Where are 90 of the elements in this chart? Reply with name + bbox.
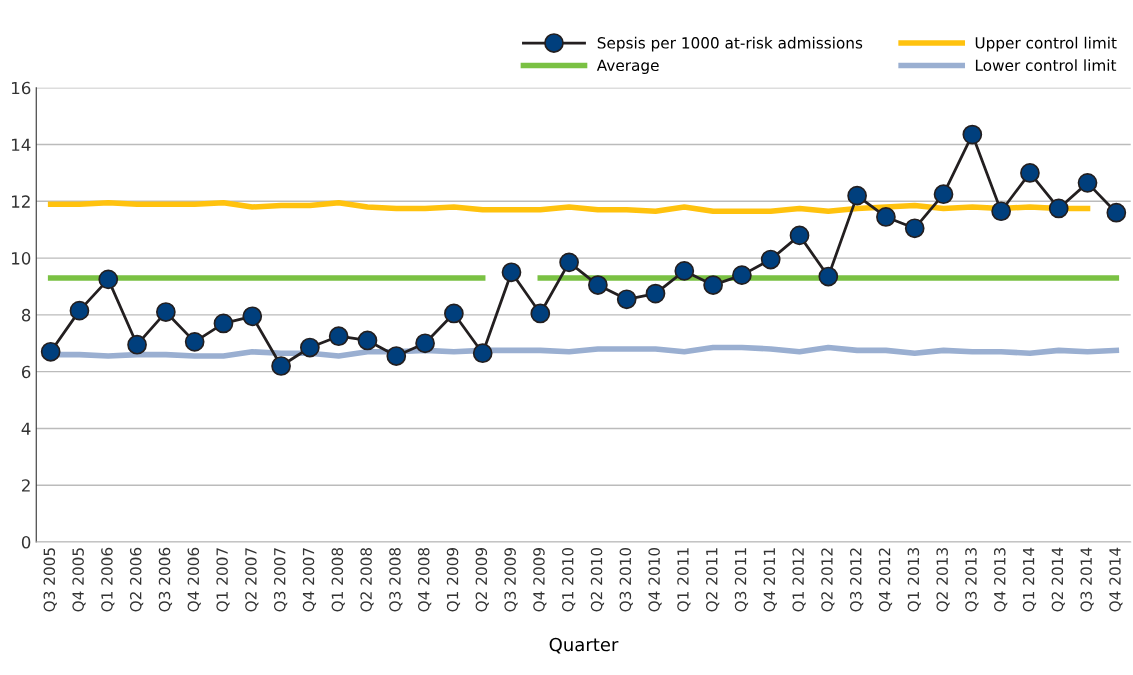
y-tick-label: 14 — [12, 138, 31, 151]
x-tick-label: Q3 2013 — [965, 548, 979, 612]
x-tick-label: Q2 2014 — [1051, 547, 1065, 612]
x-tick-label: Q4 2011 — [763, 548, 777, 612]
legend-label: Sepsis per 1000 at-risk admissions — [597, 36, 863, 52]
point — [847, 185, 867, 206]
point — [472, 343, 493, 364]
x-axis-title: Quarter — [549, 637, 619, 654]
point — [674, 261, 695, 281]
x-tick-label: Q4 2006 — [187, 547, 201, 612]
point — [760, 249, 781, 270]
x-tick-label: Q4 2008 — [417, 547, 432, 612]
x-tick-label: Q4 2014 — [1109, 547, 1123, 612]
point — [98, 269, 119, 290]
point — [357, 330, 378, 351]
point — [818, 266, 839, 287]
point — [271, 356, 291, 376]
x-tick-label: Q3 2014 — [1080, 547, 1094, 612]
point — [386, 346, 407, 366]
y-tick-label: 0 — [21, 535, 31, 549]
x-tick-label: Q1 2011 — [677, 548, 691, 612]
legend-label: Upper control limit — [975, 36, 1117, 52]
x-tick-label: Q4 2009 — [533, 547, 547, 612]
x-tick-label: Q1 2012 — [792, 548, 806, 612]
y-tick-label: 10 — [12, 252, 31, 265]
point — [904, 218, 925, 239]
point — [40, 341, 61, 362]
x-tick-label: Q3 2007 — [273, 548, 288, 612]
point — [444, 303, 464, 324]
point — [559, 252, 579, 273]
y-tick-label: 8 — [21, 308, 31, 322]
x-tick-label: Q2 2010 — [590, 547, 605, 612]
x-tick-label: Q4 2012 — [878, 548, 893, 612]
x-tick-label: Q3 2006 — [158, 547, 173, 612]
y-tick-label: 16 — [12, 81, 31, 95]
x-tick-label: Q3 2011 — [734, 548, 749, 612]
point — [242, 306, 263, 327]
point — [127, 334, 147, 355]
x-tick-label: Q1 2007 — [216, 548, 230, 612]
y-tick-label: 2 — [22, 479, 30, 492]
point — [962, 124, 983, 145]
x-tick-label: Q3 2008 — [389, 547, 403, 612]
point — [876, 207, 896, 227]
x-tick-label: Q1 2013 — [907, 548, 921, 612]
point — [933, 184, 954, 205]
x-tick-label: Q1 2006 — [101, 547, 115, 612]
point — [300, 337, 320, 358]
legend-label: Lower control limit — [975, 59, 1117, 72]
x-tick-label: Q2 2011 — [705, 548, 720, 612]
point — [732, 265, 752, 286]
x-tick-label: Q1 2010 — [561, 547, 576, 612]
point — [616, 289, 637, 310]
point — [415, 333, 435, 354]
x-tick-label: Q1 2008 — [331, 547, 345, 612]
point — [789, 225, 810, 246]
point — [1077, 173, 1098, 193]
point — [703, 275, 723, 295]
x-tick-label: Q2 2012 — [821, 548, 835, 612]
point — [184, 331, 205, 352]
x-tick-label: Q1 2014 — [1022, 547, 1037, 612]
point — [1020, 163, 1040, 183]
point — [1048, 198, 1069, 219]
point — [588, 275, 608, 295]
point — [69, 300, 90, 321]
y-tick-label: 6 — [21, 365, 31, 379]
x-tick-label: Q2 2013 — [936, 548, 950, 612]
point — [530, 303, 551, 324]
x-tick-label: Q1 2009 — [446, 547, 461, 612]
point — [991, 201, 1011, 222]
x-tick-label: Q4 2007 — [302, 548, 317, 612]
point — [1106, 202, 1127, 223]
x-tick-label: Q2 2008 — [360, 547, 374, 612]
x-tick-label: Q4 2013 — [994, 548, 1008, 612]
y-tick-label: 12 — [12, 195, 30, 208]
x-tick-label: Q3 2009 — [504, 547, 518, 612]
point — [213, 313, 234, 334]
x-tick-label: Q3 2005 — [43, 548, 57, 612]
x-tick-label: Q2 2009 — [475, 547, 489, 612]
legend-label: Average — [596, 59, 659, 74]
point — [645, 283, 666, 304]
y-tick-label: 4 — [21, 422, 31, 435]
point — [501, 262, 522, 283]
x-tick-label: Q3 2010 — [619, 547, 633, 612]
point — [156, 302, 176, 322]
x-tick-label: Q2 2006 — [129, 547, 144, 612]
x-tick-label: Q4 2005 — [72, 548, 86, 612]
x-tick-label: Q3 2012 — [849, 548, 864, 612]
x-tick-label: Q4 2010 — [648, 547, 662, 612]
point — [328, 326, 349, 347]
x-tick-label: Q2 2007 — [245, 548, 259, 612]
